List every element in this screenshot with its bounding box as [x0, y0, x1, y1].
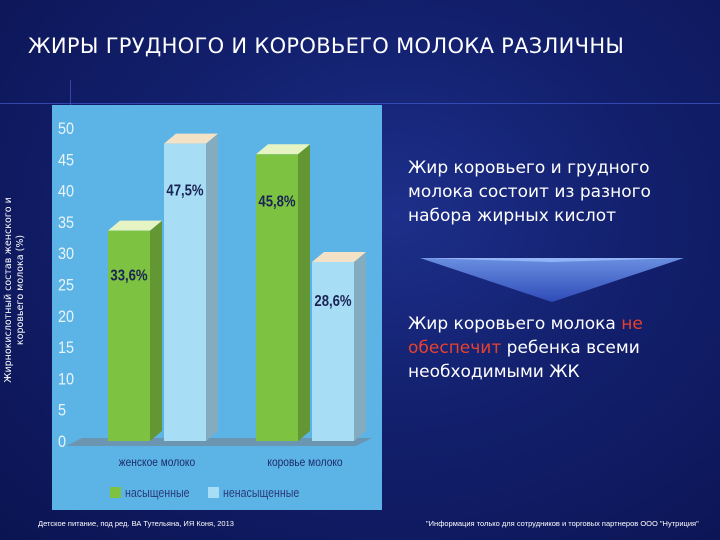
bar-unsaturated-cow	[312, 251, 366, 441]
y-tick-label: 45	[58, 151, 74, 169]
bullet-text-1: Жир коровьего и грудного молока состоит …	[408, 158, 651, 226]
slide-title: ЖИРЫ ГРУДНОГО И КОРОВЬЕГО МОЛОКА РАЗЛИЧН…	[28, 34, 625, 58]
y-tick-label: 0	[58, 433, 66, 451]
legend-swatch	[208, 487, 219, 498]
legend-item: насыщенные	[110, 486, 190, 500]
bullet-2-part1: Жир коровьего молока	[408, 314, 622, 334]
y-tick-label: 40	[58, 183, 74, 201]
bar-unsaturated-human	[164, 133, 218, 441]
y-tick-label: 15	[58, 339, 74, 357]
y-tick-label: 35	[58, 214, 74, 232]
y-tick-label: 10	[58, 370, 74, 388]
bullet-text-2: Жир коровьего молока не обеспечит ребенк…	[408, 312, 700, 384]
decor-line-horizontal	[0, 103, 720, 104]
data-label: 28,6%	[314, 293, 351, 310]
bullet-2-highlight: не обеспечит	[408, 314, 643, 358]
y-axis-title: Жирнокислотный состав женского и коровье…	[3, 197, 26, 383]
y-tick-label: 25	[58, 276, 74, 294]
y-tick-label: 20	[58, 308, 74, 326]
chart-panel	[52, 105, 382, 510]
bar-saturated-cow	[256, 144, 310, 442]
data-label: 47,5%	[166, 183, 203, 200]
chart-floor	[66, 438, 372, 446]
y-tick-label: 5	[58, 402, 66, 420]
legend-swatch	[110, 487, 121, 498]
y-tick-label: 30	[58, 245, 74, 263]
footer-disclaimer: "Информация только для сотрудников и тор…	[426, 519, 699, 528]
legend-item: ненасыщенные	[208, 486, 299, 500]
legend-label: ненасыщенные	[223, 486, 299, 500]
x-category-label: коровье молоко	[267, 456, 342, 469]
x-category-label: женское молоко	[119, 456, 195, 469]
data-label: 45,8%	[258, 193, 295, 210]
bullet-2-part2: ребенка всеми необходимыми ЖК	[408, 338, 640, 382]
footer-source: Детское питание, под ред. ВА Тутельяна, …	[38, 519, 234, 528]
bar-saturated-human	[108, 220, 162, 441]
down-arrow-icon	[420, 258, 684, 302]
y-tick-label: 50	[58, 120, 74, 138]
decor-line-vertical	[70, 80, 71, 130]
data-label: 33,6%	[110, 267, 147, 284]
legend-label: насыщенные	[125, 486, 190, 500]
